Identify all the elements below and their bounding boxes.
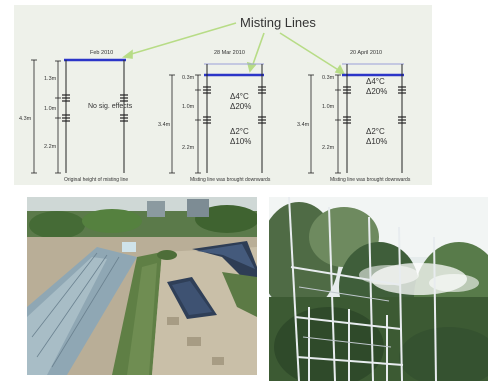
rh-rise-lower: Δ10% bbox=[230, 137, 251, 146]
temp-drop-upper: Δ4°C bbox=[230, 92, 249, 101]
misting-system-photo bbox=[269, 197, 488, 381]
panel-3-caption: Misting line was brought downwards bbox=[330, 177, 411, 183]
segment-middle: 1.0m bbox=[44, 106, 57, 112]
diagram-svg: Misting Lines Feb 2010 4.3m 1.3m 1.0m 2.… bbox=[19, 15, 411, 183]
panel-3-date: 20 April 2010 bbox=[350, 50, 382, 56]
panel-apr: 20 April 2010 3.4m 0.3m 1.0m 2.2m Δ4°C Δ… bbox=[297, 50, 411, 183]
segment-top: 0.3m bbox=[322, 75, 335, 81]
panel-2-date: 28 Mar 2010 bbox=[214, 50, 245, 56]
panel-mar: 28 Mar 2010 3.4m 0.3m 1.0m 2.2m Δ4°C Δ20… bbox=[158, 50, 271, 183]
panel-2-caption: Misting line was brought downwards bbox=[190, 177, 271, 183]
arrowhead-panel-1 bbox=[121, 49, 133, 59]
segment-bottom: 2.2m bbox=[44, 144, 57, 150]
arrow-to-panel-3 bbox=[279, 32, 341, 72]
panel-feb: Feb 2010 4.3m 1.3m 1.0m 2.2m No sig. eff… bbox=[19, 50, 133, 183]
scaffold-frame bbox=[288, 197, 437, 381]
diagram-title: Misting Lines bbox=[240, 15, 316, 30]
arrowhead-panel-3 bbox=[334, 64, 346, 76]
panel-1-caption: Original height of misting line bbox=[64, 177, 128, 183]
segment-middle: 1.0m bbox=[182, 104, 195, 110]
panel-1-date: Feb 2010 bbox=[90, 50, 113, 56]
total-height: 3.4m bbox=[158, 122, 171, 128]
no-effects-note: No sig. effects bbox=[88, 103, 133, 110]
arrow-to-panel-1 bbox=[127, 22, 237, 56]
temp-drop-upper: Δ4°C bbox=[366, 77, 385, 86]
arrow-to-panel-2 bbox=[251, 32, 265, 68]
rooftop-garden-photo bbox=[27, 197, 257, 375]
temp-drop-lower: Δ2°C bbox=[366, 127, 385, 136]
total-height: 3.4m bbox=[297, 122, 310, 128]
misting-lines-diagram: Misting Lines Feb 2010 4.3m 1.3m 1.0m 2.… bbox=[14, 5, 432, 185]
rh-rise-upper: Δ20% bbox=[230, 102, 251, 111]
segment-top: 0.3m bbox=[182, 75, 195, 81]
total-height: 4.3m bbox=[19, 116, 32, 122]
temp-drop-lower: Δ2°C bbox=[230, 127, 249, 136]
segment-top: 1.3m bbox=[44, 76, 57, 82]
segment-middle: 1.0m bbox=[322, 104, 335, 110]
segment-bottom: 2.2m bbox=[182, 145, 195, 151]
rh-rise-upper: Δ20% bbox=[366, 87, 387, 96]
rh-rise-lower: Δ10% bbox=[366, 137, 387, 146]
segment-bottom: 2.2m bbox=[322, 145, 335, 151]
